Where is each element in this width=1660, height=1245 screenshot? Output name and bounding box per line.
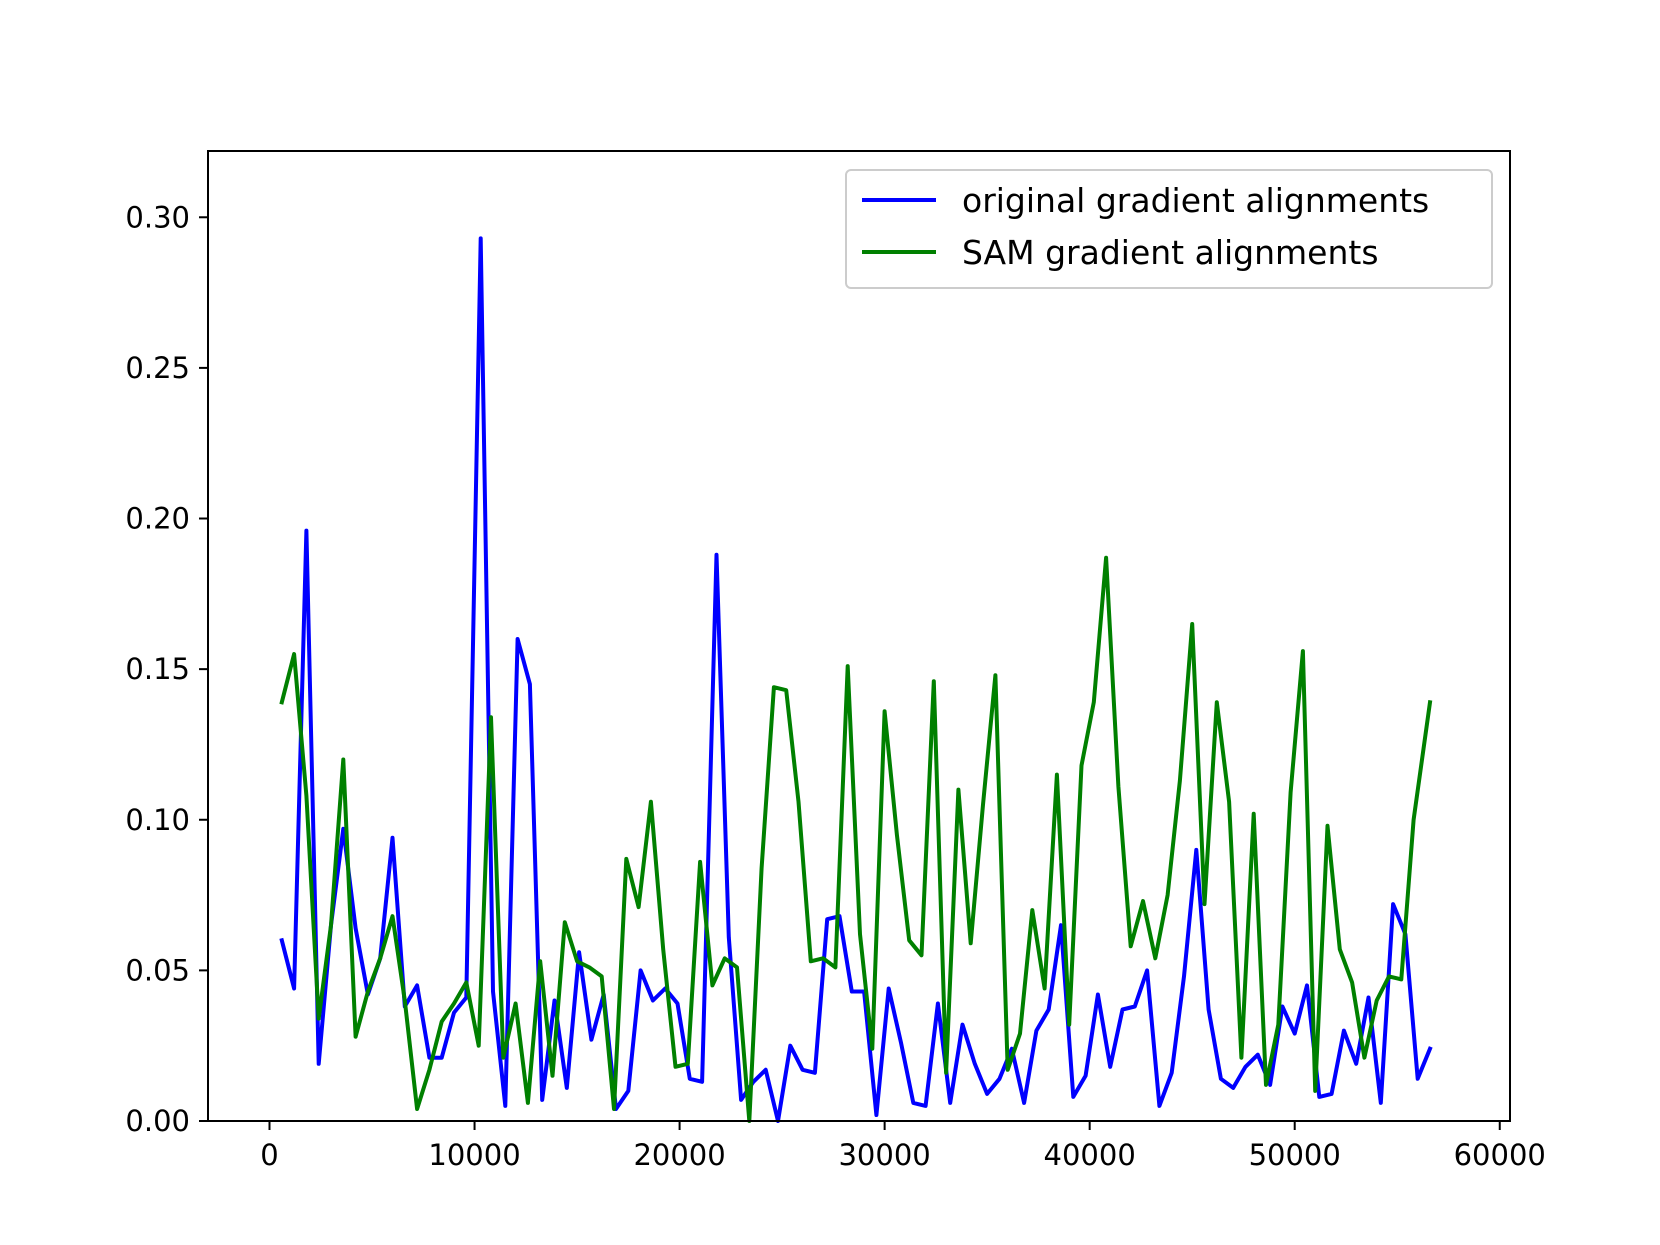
x-tick-label: 60000 (1454, 1138, 1546, 1172)
series-layer (279, 236, 1433, 1123)
plot-frame (207, 150, 1511, 1122)
x-tick-label: 30000 (838, 1138, 930, 1172)
y-tick-label: 0.25 (125, 351, 190, 385)
y-tick-label: 0.30 (125, 200, 190, 234)
x-tick-label: 50000 (1249, 1138, 1341, 1172)
legend-box (845, 169, 1493, 289)
x-tick-label: 40000 (1044, 1138, 1136, 1172)
y-tick-label: 0.05 (125, 953, 190, 987)
series-line-0 (279, 236, 1433, 1123)
y-tick-label: 0.20 (125, 502, 190, 536)
legend-label-sam: SAM gradient alignments (962, 233, 1379, 272)
legend: original gradient alignments SAM gradien… (845, 169, 1493, 289)
y-tick-label: 0.00 (125, 1104, 190, 1138)
x-axis: 0 10000 20000 30000 40000 50000 60000 (260, 1121, 1546, 1172)
y-tick-label: 0.15 (125, 652, 190, 686)
legend-label-original: original gradient alignments (962, 181, 1429, 220)
y-axis: 0.00 0.05 0.10 0.15 0.20 0.25 0.30 (125, 200, 208, 1138)
y-tick-label: 0.10 (125, 803, 190, 837)
x-tick-label: 20000 (633, 1138, 725, 1172)
x-tick-label: 10000 (428, 1138, 520, 1172)
x-tick-label: 0 (260, 1138, 278, 1172)
series-line-1 (279, 555, 1433, 1123)
